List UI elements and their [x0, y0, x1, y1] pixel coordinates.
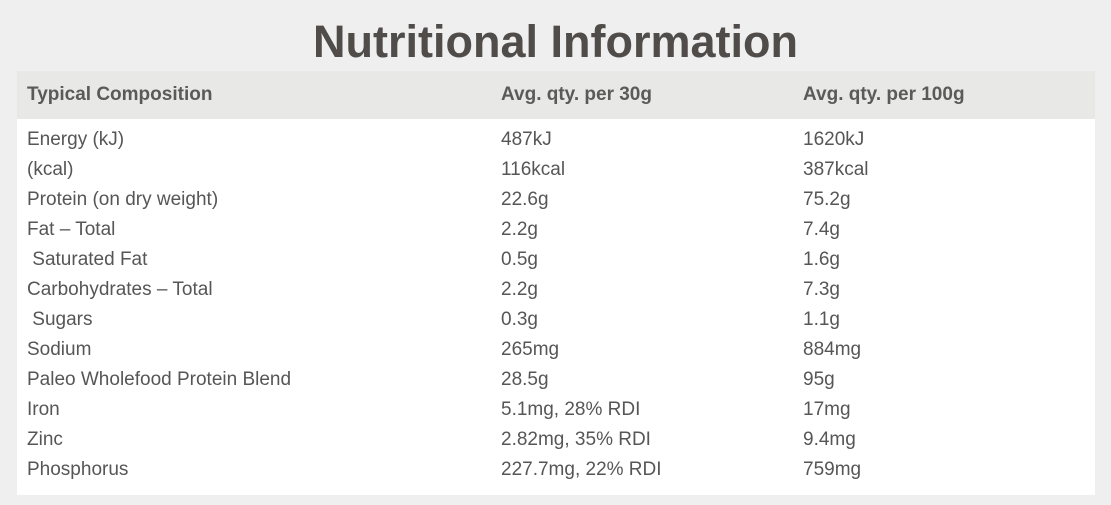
table-row: Phosphorus 227.7mg, 22% RDI 759mg	[17, 455, 1095, 485]
qty-per-30g: 28.5g	[501, 369, 549, 390]
nutrient-name: Sugars	[27, 309, 93, 330]
table-row: Fat – Total 2.2g 7.4g	[17, 215, 1095, 245]
qty-per-30g: 227.7mg, 22% RDI	[501, 459, 662, 480]
qty-per-30g: 2.82mg, 35% RDI	[501, 429, 651, 450]
qty-per-30g: 116kcal	[501, 159, 566, 180]
qty-per-100g: 7.4g	[803, 219, 840, 240]
nutrient-name: Zinc	[27, 429, 63, 450]
table-body: Energy (kJ) 487kJ 1620kJ (kcal) 116kcal …	[17, 119, 1095, 485]
table-row: Sodium 265mg 884mg	[17, 335, 1095, 365]
qty-per-100g: 387kcal	[803, 159, 869, 180]
nutrient-name: Paleo Wholefood Protein Blend	[27, 369, 292, 390]
qty-per-30g: 265mg	[501, 339, 560, 360]
column-header-composition: Typical Composition	[27, 84, 213, 105]
nutrient-name: Phosphorus	[27, 459, 129, 480]
qty-per-30g: 487kJ	[501, 129, 552, 150]
table-row: Protein (on dry weight) 22.6g 75.2g	[17, 185, 1095, 215]
qty-per-100g: 95g	[803, 369, 835, 390]
table-row: Energy (kJ) 487kJ 1620kJ	[17, 125, 1095, 155]
column-header-per-30g: Avg. qty. per 30g	[501, 84, 652, 105]
table-header-row: Typical Composition Avg. qty. per 30g Av…	[17, 71, 1095, 119]
table-row: Sugars 0.3g 1.1g	[17, 305, 1095, 335]
qty-per-100g: 7.3g	[803, 279, 840, 300]
qty-per-30g: 5.1mg, 28% RDI	[501, 399, 641, 420]
qty-per-100g: 884mg	[803, 339, 862, 360]
qty-per-100g: 759mg	[803, 459, 862, 480]
nutrition-table: Typical Composition Avg. qty. per 30g Av…	[17, 71, 1095, 495]
nutrient-name: Carbohydrates – Total	[27, 279, 213, 300]
nutrient-name: Energy (kJ)	[27, 129, 125, 150]
column-header-per-100g: Avg. qty. per 100g	[803, 84, 965, 105]
qty-per-100g: 75.2g	[803, 189, 851, 210]
qty-per-30g: 0.3g	[501, 309, 538, 330]
nutrient-name: Saturated Fat	[27, 249, 148, 270]
table-row: Iron 5.1mg, 28% RDI 17mg	[17, 395, 1095, 425]
nutrient-name: Sodium	[27, 339, 92, 360]
table-row: (kcal) 116kcal 387kcal	[17, 155, 1095, 185]
page-title: Nutritional Information	[313, 16, 798, 67]
table-row: Zinc 2.82mg, 35% RDI 9.4mg	[17, 425, 1095, 455]
qty-per-30g: 2.2g	[501, 219, 538, 240]
nutrient-name: Iron	[27, 399, 60, 420]
table-row: Paleo Wholefood Protein Blend 28.5g 95g	[17, 365, 1095, 395]
qty-per-100g: 1620kJ	[803, 129, 865, 150]
nutrient-name: Fat – Total	[27, 219, 116, 240]
qty-per-100g: 9.4mg	[803, 429, 856, 450]
qty-per-30g: 2.2g	[501, 279, 538, 300]
qty-per-30g: 0.5g	[501, 249, 538, 270]
table-row: Carbohydrates – Total 2.2g 7.3g	[17, 275, 1095, 305]
qty-per-30g: 22.6g	[501, 189, 549, 210]
qty-per-100g: 1.1g	[803, 309, 840, 330]
qty-per-100g: 17mg	[803, 399, 851, 420]
nutrient-name: Protein (on dry weight)	[27, 189, 219, 210]
qty-per-100g: 1.6g	[803, 249, 840, 270]
table-row: Saturated Fat 0.5g 1.6g	[17, 245, 1095, 275]
nutrient-name: (kcal)	[27, 159, 74, 180]
